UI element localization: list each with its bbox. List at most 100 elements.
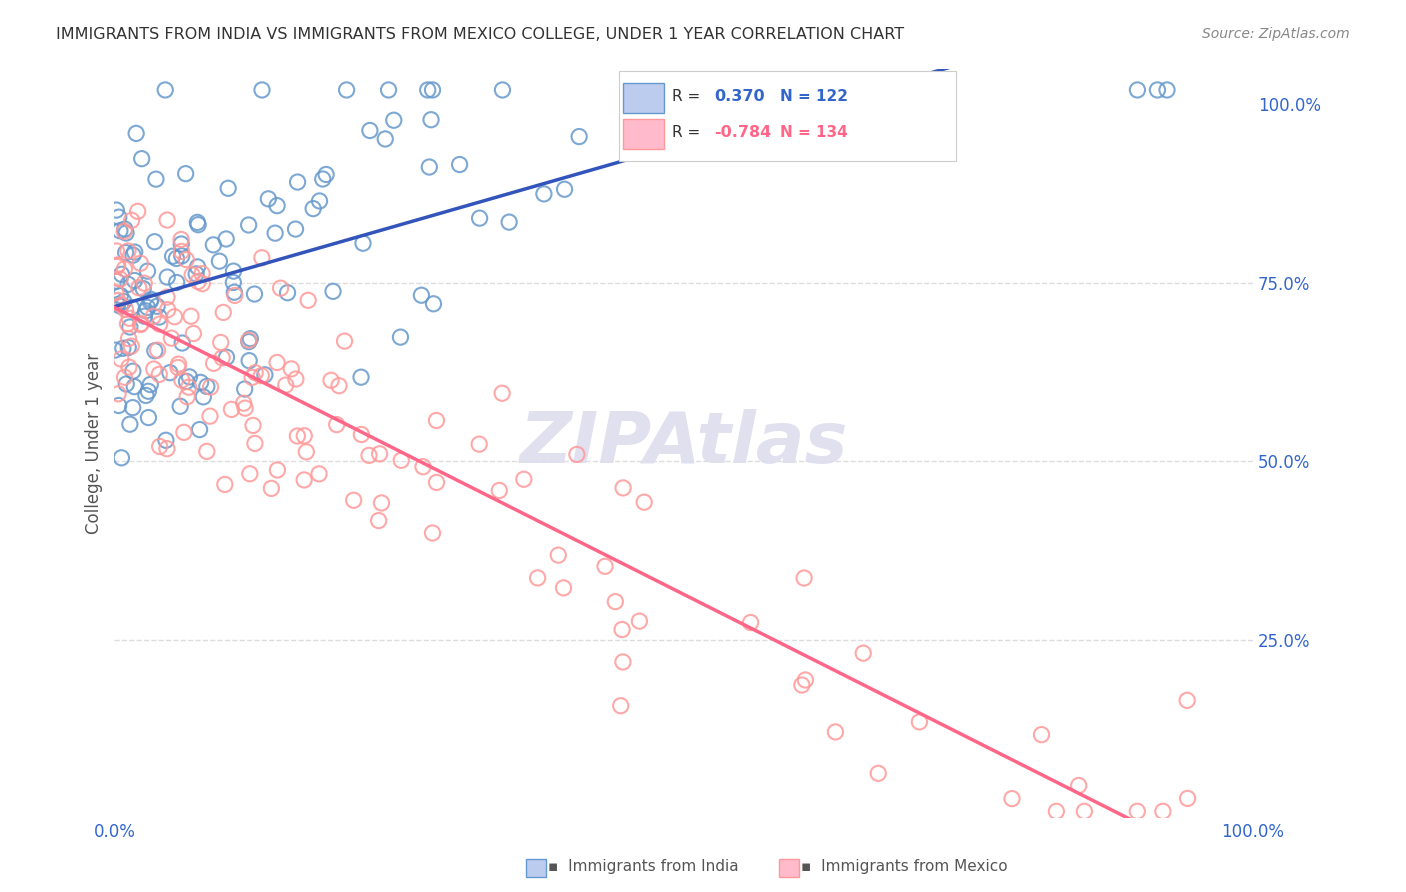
Immigrants from Mexico <box>245 366 267 380</box>
Immigrants from Mexico <box>107 293 129 308</box>
Immigrants from India <box>132 282 155 296</box>
Immigrants from Mexico <box>170 373 193 387</box>
Immigrants from India <box>420 112 443 127</box>
Immigrants from Mexico <box>610 623 633 637</box>
Immigrants from Mexico <box>128 281 150 295</box>
Immigrants from Mexico <box>108 272 131 286</box>
Immigrants from India <box>179 370 201 384</box>
Immigrants from India <box>187 218 209 232</box>
Immigrants from Mexico <box>612 481 634 495</box>
Immigrants from Mexico <box>183 326 205 341</box>
Immigrants from India <box>146 299 169 313</box>
Immigrants from India <box>124 273 146 287</box>
Immigrants from Mexico <box>425 413 447 427</box>
Immigrants from Mexico <box>212 305 235 319</box>
Immigrants from Mexico <box>142 310 165 324</box>
Immigrants from Mexico <box>214 477 236 491</box>
Immigrants from India <box>108 224 131 238</box>
Immigrants from Mexico <box>628 614 651 628</box>
Immigrants from India <box>111 342 134 356</box>
Immigrants from India <box>468 211 491 226</box>
Immigrants from Mexico <box>295 445 318 459</box>
Immigrants from Mexico <box>319 373 342 387</box>
Immigrants from Mexico <box>170 244 193 259</box>
Immigrants from Mexico <box>221 402 243 417</box>
Immigrants from India <box>669 83 692 97</box>
Immigrants from India <box>138 384 160 399</box>
Immigrants from Mexico <box>129 317 152 331</box>
Immigrants from India <box>215 232 238 246</box>
Immigrants from Mexico <box>240 370 263 384</box>
Immigrants from Mexico <box>233 401 256 416</box>
Immigrants from India <box>136 301 159 315</box>
Immigrants from India <box>208 254 231 268</box>
Immigrants from Mexico <box>793 571 815 585</box>
Immigrants from India <box>118 417 141 432</box>
Immigrants from Mexico <box>1175 693 1198 707</box>
Immigrants from India <box>174 167 197 181</box>
Immigrants from Mexico <box>149 440 172 454</box>
Immigrants from Mexico <box>343 493 366 508</box>
Immigrants from Mexico <box>868 766 890 780</box>
Immigrants from Mexico <box>156 213 179 227</box>
Immigrants from Mexico <box>250 368 273 383</box>
Immigrants from Mexico <box>824 725 846 739</box>
Immigrants from India <box>145 172 167 186</box>
Immigrants from India <box>162 249 184 263</box>
Text: Source: ZipAtlas.com: Source: ZipAtlas.com <box>1202 27 1350 41</box>
Immigrants from India <box>1156 83 1178 97</box>
Immigrants from India <box>117 341 139 355</box>
Immigrants from Mexico <box>270 281 292 295</box>
Immigrants from Mexico <box>350 427 373 442</box>
Immigrants from India <box>264 226 287 240</box>
Immigrants from Mexico <box>260 482 283 496</box>
Immigrants from India <box>135 303 157 318</box>
Immigrants from India <box>215 351 238 365</box>
Immigrants from India <box>110 450 132 465</box>
Immigrants from India <box>121 364 143 378</box>
Immigrants from India <box>190 376 212 390</box>
Immigrants from Mexico <box>243 436 266 450</box>
Immigrants from Mexico <box>553 581 575 595</box>
Immigrants from Mexico <box>367 514 389 528</box>
Immigrants from India <box>222 276 245 290</box>
Immigrants from India <box>165 252 187 266</box>
Immigrants from India <box>222 264 245 278</box>
Immigrants from Mexico <box>174 252 197 267</box>
Immigrants from Mexico <box>114 302 136 317</box>
Immigrants from Mexico <box>195 444 218 458</box>
Immigrants from India <box>422 83 444 97</box>
Immigrants from Mexico <box>112 224 135 238</box>
Immigrants from Mexico <box>325 417 347 432</box>
Immigrants from India <box>114 245 136 260</box>
Immigrants from India <box>233 382 256 396</box>
Immigrants from India <box>176 375 198 389</box>
Immigrants from India <box>253 368 276 382</box>
Immigrants from Mexico <box>280 362 302 376</box>
Immigrants from Mexico <box>121 213 143 227</box>
Immigrants from Mexico <box>105 260 128 274</box>
Immigrants from Mexico <box>1073 805 1095 819</box>
Immigrants from Mexico <box>117 317 139 331</box>
Immigrants from Mexico <box>468 437 491 451</box>
Immigrants from Mexico <box>114 370 136 384</box>
Immigrants from Mexico <box>202 356 225 370</box>
Immigrants from Mexico <box>191 267 214 281</box>
Immigrants from India <box>352 236 374 251</box>
Immigrants from Mexico <box>609 698 631 713</box>
Immigrants from India <box>134 309 156 323</box>
Immigrants from India <box>533 186 555 201</box>
Text: R =: R = <box>672 125 706 139</box>
Immigrants from Mexico <box>156 442 179 456</box>
Immigrants from Mexico <box>292 429 315 443</box>
Immigrants from Mexico <box>425 475 447 490</box>
Text: -0.784: -0.784 <box>714 125 772 139</box>
Immigrants from Mexico <box>142 362 165 376</box>
Immigrants from India <box>120 301 142 315</box>
Immigrants from Mexico <box>191 277 214 291</box>
Immigrants from Mexico <box>232 396 254 410</box>
Immigrants from Mexico <box>412 459 434 474</box>
Immigrants from Mexico <box>285 429 308 443</box>
Immigrants from India <box>238 353 260 368</box>
Immigrants from India <box>315 168 337 182</box>
